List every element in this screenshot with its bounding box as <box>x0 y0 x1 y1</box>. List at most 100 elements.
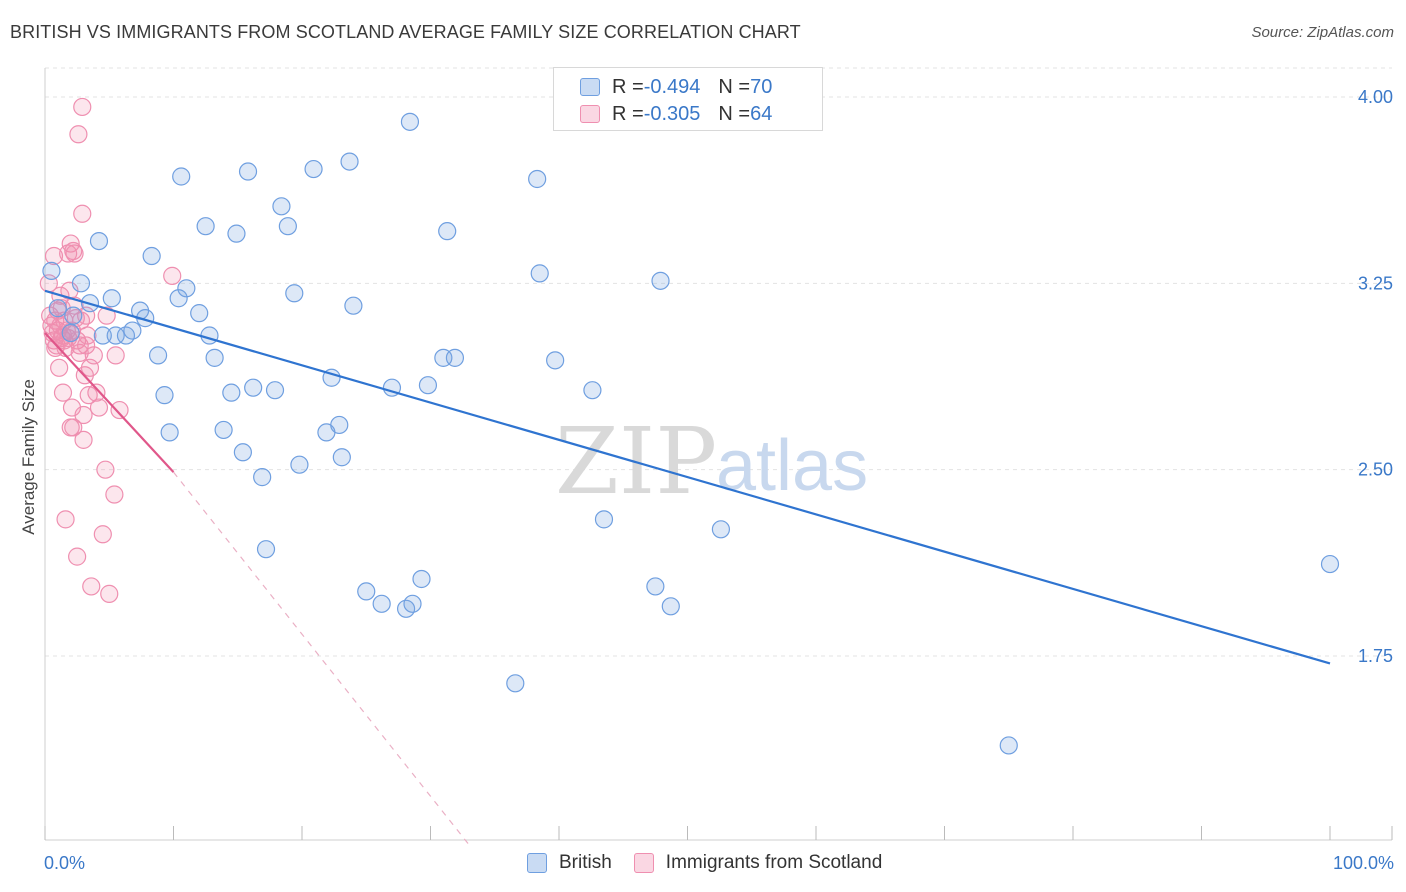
british-point <box>102 289 121 308</box>
british-point <box>253 468 272 487</box>
bottom-legend: British Immigrants from Scotland <box>527 852 904 874</box>
scotland-point <box>73 204 92 223</box>
scotland-point <box>105 485 124 504</box>
scotland-trendline <box>44 332 175 473</box>
british-point <box>64 306 83 325</box>
british-point <box>344 296 363 315</box>
british-point <box>244 378 263 397</box>
legend-n-value: 64 <box>750 102 773 125</box>
british-point <box>123 321 142 340</box>
british-point <box>999 736 1018 755</box>
british-point <box>42 261 61 281</box>
scotland-point <box>56 510 75 529</box>
british-point <box>506 674 525 693</box>
bottom-legend-swatch-scotland <box>633 853 654 873</box>
british-point <box>142 246 161 266</box>
scotland-point <box>70 343 89 362</box>
british-point <box>546 351 565 370</box>
british-point <box>646 577 665 596</box>
legend-row-scotland: R = -0.305 N = 64 <box>554 100 772 128</box>
british-point <box>438 222 457 241</box>
british-point <box>711 520 731 539</box>
british-point <box>372 594 391 613</box>
british-point <box>583 381 602 400</box>
british-point <box>205 348 224 367</box>
british-point <box>278 217 297 236</box>
british-point <box>357 582 376 601</box>
scotland-point <box>61 234 80 253</box>
scotland-point <box>84 346 103 365</box>
bottom-legend-label: Immigrants from Scotland <box>665 852 883 873</box>
scotland-point <box>44 246 64 266</box>
british-point <box>71 274 91 293</box>
british-point <box>200 326 219 345</box>
grid <box>45 67 1392 657</box>
british-point <box>340 152 359 171</box>
british-point <box>148 346 168 365</box>
bottom-legend-swatch-british <box>527 853 547 873</box>
scotland-point <box>74 405 93 425</box>
legend: R = -0.494 N = 70 R = -0.305 N = 64 <box>553 67 823 131</box>
scotland-point <box>82 577 101 596</box>
british-point <box>304 159 323 179</box>
y-tick-label: 3.25 <box>1358 273 1393 293</box>
legend-swatch-british <box>580 78 600 96</box>
scotland-point <box>100 584 119 603</box>
british-point <box>222 383 241 402</box>
scotland-point <box>70 336 89 355</box>
british-point <box>233 443 252 462</box>
legend-row-british: R = -0.494 N = 70 <box>554 73 772 101</box>
british-point <box>1320 554 1340 574</box>
british-point <box>445 348 465 367</box>
scotland-point <box>74 430 93 449</box>
x-tick-label: 0.0% <box>44 853 85 873</box>
british-point <box>169 289 188 308</box>
scotland-point <box>78 326 97 345</box>
legend-n-label: N = <box>718 102 751 125</box>
british-point <box>196 217 215 236</box>
scotland-point <box>89 398 109 417</box>
y-tick-label: 2.50 <box>1358 460 1393 480</box>
scotland-point <box>69 125 88 144</box>
scotland-point <box>53 383 73 402</box>
british-point <box>272 197 291 216</box>
british-point <box>61 323 80 343</box>
british-trendline <box>44 289 1331 665</box>
scotland-point <box>68 547 87 566</box>
british-point <box>285 284 304 303</box>
british-point <box>93 326 112 345</box>
british-point <box>330 415 349 435</box>
british-point <box>89 231 109 251</box>
watermark: ZIP atlas <box>555 408 868 515</box>
y-tick-label: 4.00 <box>1358 87 1393 107</box>
british-point <box>48 299 67 318</box>
scotland-point <box>96 460 115 479</box>
scotland-point <box>64 418 83 437</box>
chart-title: BRITISH VS IMMIGRANTS FROM SCOTLAND AVER… <box>10 22 801 42</box>
legend-swatch-scotland <box>580 105 600 123</box>
y-tick-label: 1.75 <box>1358 646 1393 666</box>
british-point <box>661 597 680 616</box>
scotland-point <box>87 383 106 402</box>
british-point <box>412 569 431 589</box>
legend-r-label: R = <box>612 102 644 125</box>
scotland-point <box>93 525 112 544</box>
y-axis-label: Average Family Size <box>19 379 38 535</box>
british-point <box>190 304 209 323</box>
scotland-trendline-extension <box>173 471 470 846</box>
scotland-point <box>73 97 92 117</box>
scotland-point <box>65 244 84 263</box>
british-point <box>403 594 422 613</box>
british-point <box>238 162 258 181</box>
scotland-point <box>50 358 69 377</box>
legend-n-value: 70 <box>750 75 773 98</box>
series-british-points <box>42 112 1340 755</box>
british-point <box>400 112 420 131</box>
scotland-point <box>163 266 182 285</box>
british-point <box>106 326 125 345</box>
legend-r-label: R = <box>612 75 644 98</box>
british-point <box>227 224 246 243</box>
british-point <box>594 510 614 529</box>
legend-r-value: -0.305 <box>643 102 701 125</box>
british-point <box>256 540 276 559</box>
